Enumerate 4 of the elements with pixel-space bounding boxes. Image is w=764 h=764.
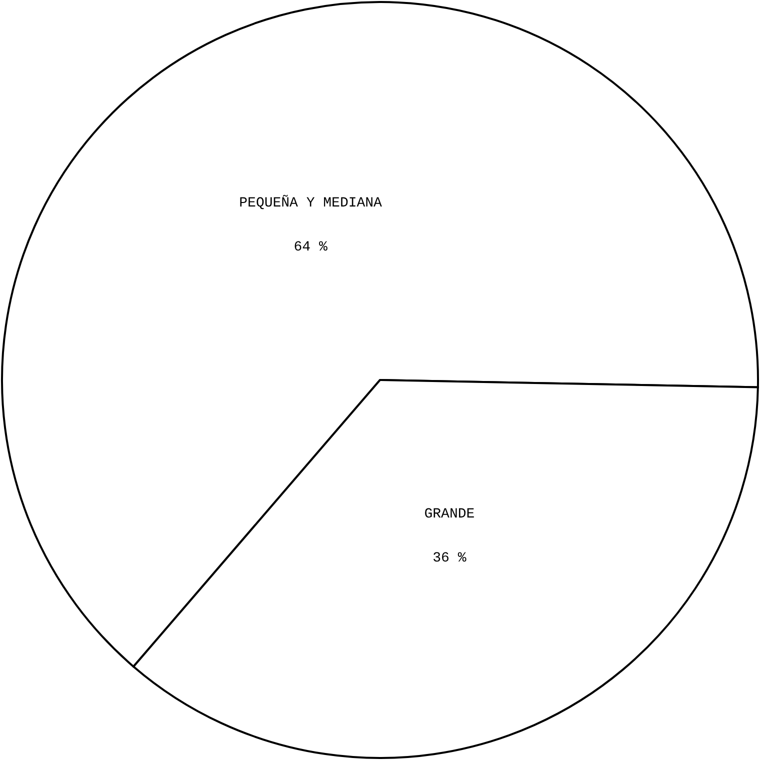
data-label: 64 % [294,240,328,256]
slice-label: PEQUEÑA Y MEDIANA [239,194,383,212]
slice-label: GRANDE [424,506,475,522]
data-label: 36 % [432,550,467,566]
